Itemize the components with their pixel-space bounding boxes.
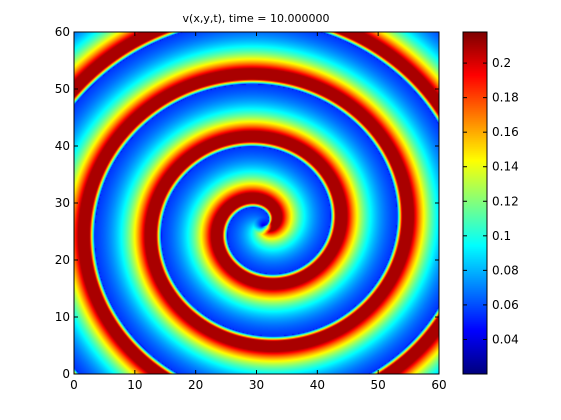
colorbar-tick-label: 0.18 <box>492 91 519 105</box>
x-tick-label: 30 <box>249 378 264 392</box>
plot-frame <box>73 31 440 375</box>
x-tick-label: 50 <box>371 378 386 392</box>
y-tick-label: 10 <box>55 310 70 324</box>
colorbar-axis: 0.04 0.06 0.08 0.1 0.12 0.14 0.16 0.18 0.2 <box>463 56 519 346</box>
y-tick-label: 50 <box>55 82 70 96</box>
chart-title: v(x,y,t), time = 10.000000 <box>183 12 330 25</box>
y-tick-label: 30 <box>55 196 70 210</box>
x-tick-label: 20 <box>188 378 203 392</box>
y-tick-label: 40 <box>55 139 70 153</box>
colorbar-gradient <box>463 32 487 374</box>
colorbar-tick-label: 0.14 <box>492 160 519 174</box>
colorbar-tick-label: 0.12 <box>492 194 519 208</box>
colorbar-tick-label: 0.04 <box>492 332 519 346</box>
x-tick-label: 0 <box>70 378 78 392</box>
heatmap-image <box>74 32 439 374</box>
colorbar-tick-label: 0.2 <box>492 56 511 70</box>
y-tick-label: 0 <box>62 367 70 381</box>
x-axis: 0 10 20 30 40 50 60 <box>70 32 447 392</box>
colorbar-tick-label: 0.1 <box>492 229 511 243</box>
colorbar-tick-label: 0.06 <box>492 298 519 312</box>
colorbar-tick-label: 0.08 <box>492 263 519 277</box>
y-axis: 0 10 20 30 40 50 60 <box>55 25 439 381</box>
x-tick-label: 40 <box>310 378 325 392</box>
y-tick-label: 60 <box>55 25 70 39</box>
colorbar-tick-label: 0.16 <box>492 125 519 139</box>
colorbar-frame <box>462 31 488 375</box>
x-tick-label: 60 <box>431 378 446 392</box>
y-tick-label: 20 <box>55 253 70 267</box>
x-tick-label: 10 <box>127 378 142 392</box>
